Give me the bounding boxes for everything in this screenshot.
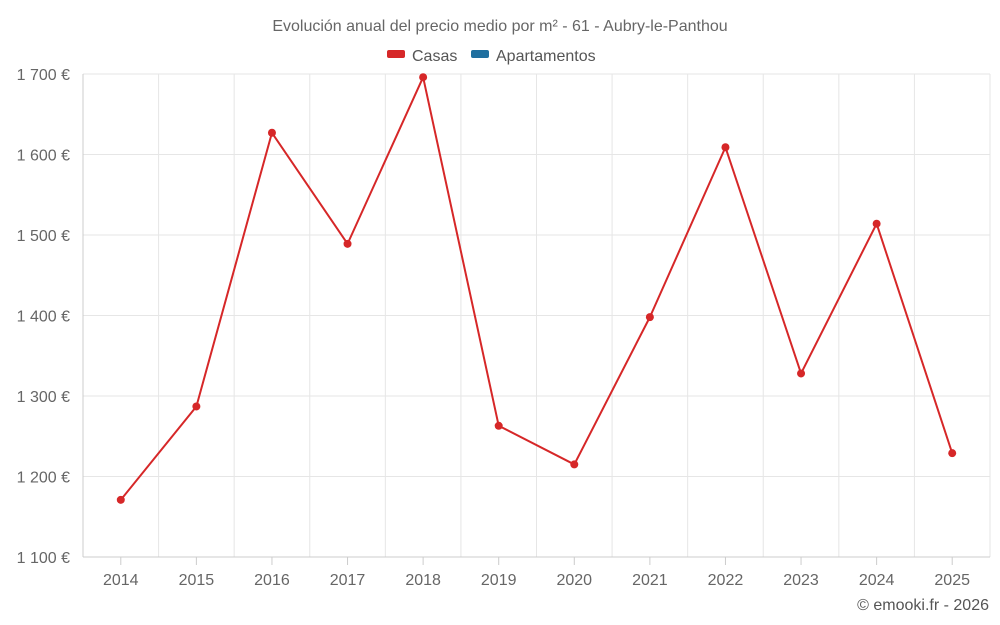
data-point-casas[interactable]	[948, 449, 957, 458]
y-tick-label: 1 100 €	[17, 550, 70, 567]
data-point-casas[interactable]	[797, 369, 806, 378]
data-point-casas[interactable]	[419, 73, 428, 82]
x-tick-label: 2017	[330, 572, 366, 589]
y-tick-label: 1 300 €	[17, 389, 70, 406]
data-point-casas[interactable]	[116, 495, 125, 504]
x-tick-label: 2020	[556, 572, 592, 589]
axes: 1 100 € 1 200 € 1 300 € 1 400 € 1 500 € 1 600…	[17, 67, 990, 589]
data-point-casas[interactable]	[494, 421, 503, 430]
data-point-casas[interactable]	[721, 143, 730, 152]
legend-label-casas: Casas	[412, 48, 457, 65]
grid	[83, 73, 991, 557]
x-tick-label: 2015	[179, 572, 215, 589]
credit: © emooki.fr - 2026	[857, 597, 989, 614]
legend-label-apartamentos: Apartamentos	[496, 48, 596, 65]
data-point-casas[interactable]	[267, 128, 276, 137]
x-tick-label: 2021	[632, 572, 668, 589]
x-tick-label: 2016	[254, 572, 290, 589]
x-tick-label: 2024	[859, 572, 895, 589]
legend-swatch-casas	[387, 50, 405, 58]
y-tick-label: 1 700 €	[17, 67, 70, 84]
legend-swatch-apartamentos	[471, 50, 489, 58]
x-tick-label: 2019	[481, 572, 517, 589]
y-tick-label: 1 200 €	[17, 470, 70, 487]
data-point-casas[interactable]	[570, 460, 579, 469]
data-point-casas[interactable]	[192, 402, 201, 411]
x-tick-label: 2023	[783, 572, 819, 589]
legend: Casas Apartamentos	[387, 48, 596, 65]
x-tick-label: 2018	[405, 572, 441, 589]
y-tick-label: 1 600 €	[17, 148, 70, 165]
x-tick-label: 2025	[934, 572, 970, 589]
x-tick-label: 2014	[103, 572, 139, 589]
y-tick-label: 1 500 €	[17, 228, 70, 245]
legend-item-apartamentos[interactable]: Apartamentos	[471, 48, 596, 65]
chart-title: Evolución anual del precio medio por m² …	[272, 18, 727, 35]
legend-item-casas[interactable]: Casas	[387, 48, 457, 65]
series-line-casas	[120, 76, 954, 501]
y-tick-label: 1 400 €	[17, 309, 70, 326]
x-tick-label: 2022	[708, 572, 744, 589]
data-point-casas[interactable]	[645, 313, 654, 322]
data-point-casas[interactable]	[343, 239, 352, 248]
series	[116, 73, 957, 504]
data-point-casas[interactable]	[872, 219, 881, 228]
